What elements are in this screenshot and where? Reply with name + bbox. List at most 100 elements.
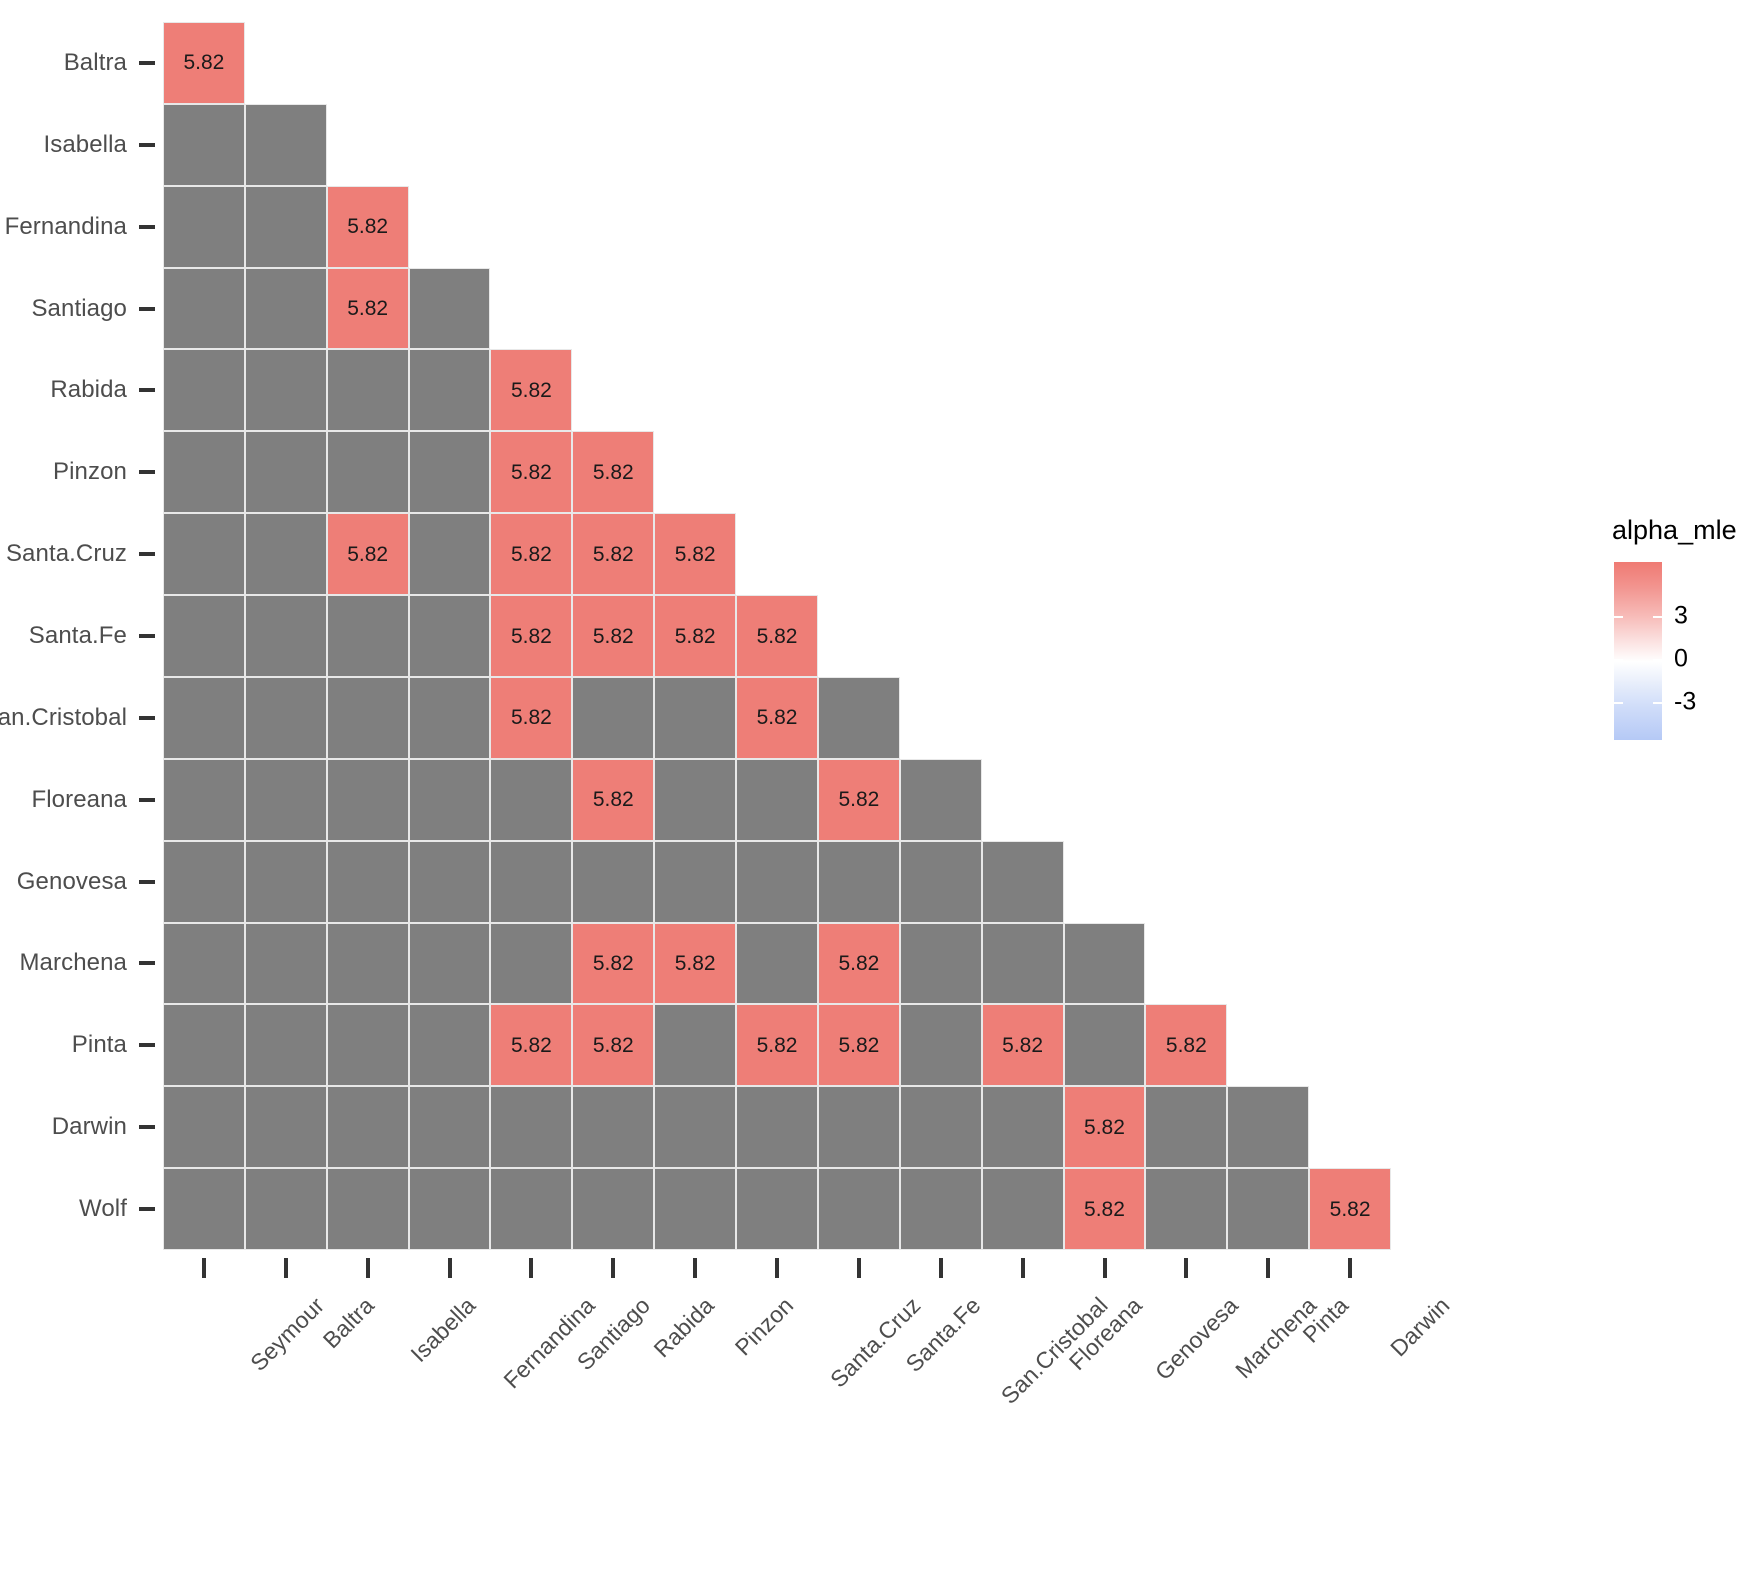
heatmap-cell: 5.82 <box>1145 1004 1228 1087</box>
heatmap-cell <box>1063 1004 1146 1087</box>
heatmap-cell <box>1145 1168 1228 1251</box>
y-tick-mark-icon <box>139 961 155 966</box>
heatmap-cell <box>326 595 409 677</box>
heatmap-cell: 5.82 <box>1063 1168 1146 1251</box>
heatmap-cell <box>163 676 245 759</box>
heatmap-cell: 5.82 <box>490 513 573 596</box>
heatmap-cell <box>408 349 491 432</box>
heatmap-cell: 5.82 <box>981 1004 1064 1087</box>
heatmap-cell: 5.82 <box>817 758 900 841</box>
heatmap-cell: 5.82 <box>163 22 245 104</box>
heatmap-cell-value: 5.82 <box>838 951 880 975</box>
heatmap-cell-value: 5.82 <box>347 297 389 321</box>
y-axis-tick-genovesa: Genovesa <box>0 841 163 923</box>
heatmap-cell <box>244 676 327 759</box>
x-tick-mark-icon <box>1184 1258 1189 1278</box>
heatmap-cell <box>736 1168 818 1251</box>
y-axis-tick-fernandina: Fernandina <box>0 186 163 268</box>
heatmap-cell-value: 5.82 <box>347 215 389 239</box>
x-tick-mark-icon <box>283 1258 288 1278</box>
heatmap-cell <box>244 922 327 1005</box>
y-axis-label: Fernandina <box>4 212 127 240</box>
x-tick-mark-icon <box>529 1258 534 1278</box>
heatmap-cell <box>654 758 737 841</box>
heatmap-cell <box>654 1004 737 1087</box>
heatmap-cell <box>326 676 409 759</box>
legend-tick-mark-icon <box>1653 659 1662 661</box>
y-axis-label: Wolf <box>79 1195 127 1223</box>
heatmap-cell-value: 5.82 <box>1084 1115 1125 1139</box>
heatmap-cell <box>244 513 327 596</box>
heatmap-cell-value: 5.82 <box>674 542 716 566</box>
heatmap-cell <box>654 1086 737 1169</box>
heatmap-cell-value: 5.82 <box>592 460 634 484</box>
heatmap-cell <box>572 840 655 923</box>
y-axis-tick-isabella: Isabella <box>0 104 163 186</box>
heatmap-cell <box>899 758 982 841</box>
y-axis: Baltra Isabella Fernandina Santiago Rabida Pi… <box>0 22 163 1250</box>
heatmap-cell <box>817 1168 900 1251</box>
heatmap-cell-value: 5.82 <box>183 51 225 75</box>
heatmap-cell <box>408 1168 491 1251</box>
y-axis-label: San.Cristobal <box>0 703 127 731</box>
heatmap-cell <box>244 595 327 677</box>
y-axis-tick-santa-fe: Santa.Fe <box>0 595 163 677</box>
heatmap-cell <box>244 758 327 841</box>
y-axis-tick-darwin: Darwin <box>0 1086 163 1168</box>
heatmap-cell <box>408 267 491 350</box>
y-axis-label: Genovesa <box>16 867 127 895</box>
heatmap-cell: 5.82 <box>654 922 737 1005</box>
heatmap-cell <box>981 1086 1064 1169</box>
x-tick-mark-icon <box>938 1258 943 1278</box>
y-axis-tick-santiago: Santiago <box>0 268 163 350</box>
heatmap-cell <box>244 267 327 350</box>
heatmap-cell <box>244 431 327 514</box>
heatmap-cell-value: 5.82 <box>510 706 552 730</box>
heatmap-cell-value: 5.82 <box>510 378 552 402</box>
heatmap-cell <box>899 1004 982 1087</box>
heatmap-cell-value: 5.82 <box>592 788 634 812</box>
y-axis-tick-baltra: Baltra <box>0 22 163 104</box>
heatmap-cell-value: 5.82 <box>674 951 716 975</box>
y-axis-label: Darwin <box>51 1113 127 1141</box>
heatmap-cell <box>326 349 409 432</box>
legend-tick-mark-icon <box>1653 616 1662 619</box>
heatmap-cell <box>408 1086 491 1169</box>
heatmap-cell <box>244 1168 327 1251</box>
heatmap-cell <box>326 922 409 1005</box>
legend-tick-mark-icon <box>1653 701 1662 704</box>
y-axis-label: Rabida <box>50 376 127 404</box>
heatmap-cell <box>163 349 245 432</box>
heatmap-cell-value: 5.82 <box>592 624 634 648</box>
heatmap-cell: 5.82 <box>572 758 655 841</box>
y-axis-tick-san-cristobal: San.Cristobal <box>0 677 163 759</box>
heatmap-cell <box>981 840 1064 923</box>
heatmap-cell-value: 5.82 <box>510 1033 552 1057</box>
heatmap-cell <box>244 185 327 268</box>
heatmap-cell <box>326 431 409 514</box>
legend-tick-label: 0 <box>1674 644 1688 673</box>
x-tick-mark-icon <box>1102 1258 1107 1278</box>
y-axis-label: Floreana <box>31 785 127 813</box>
heatmap-cell <box>163 1168 245 1251</box>
heatmap-cell: 5.82 <box>490 349 573 432</box>
heatmap-cell <box>408 840 491 923</box>
y-axis-tick-rabida: Rabida <box>0 349 163 431</box>
heatmap-cell-value: 5.82 <box>1329 1197 1371 1221</box>
y-axis-label: Baltra <box>63 48 127 76</box>
heatmap-cell <box>817 676 900 759</box>
heatmap-cell <box>490 1086 573 1169</box>
y-axis-label: Santa.Cruz <box>5 540 127 568</box>
heatmap-cell: 5.82 <box>1063 1086 1146 1169</box>
y-axis-label: Santiago <box>31 294 127 322</box>
heatmap-cell <box>654 676 737 759</box>
legend-tick-mark-icon <box>1614 659 1623 661</box>
heatmap-cell: 5.82 <box>736 676 818 759</box>
heatmap-cell-value: 5.82 <box>756 1033 798 1057</box>
heatmap-cell: 5.82 <box>490 431 573 514</box>
heatmap-cell-value: 5.82 <box>592 1033 634 1057</box>
x-tick-mark-icon <box>693 1258 698 1278</box>
heatmap-cell <box>736 922 818 1005</box>
heatmap-cell-value: 5.82 <box>1165 1033 1207 1057</box>
